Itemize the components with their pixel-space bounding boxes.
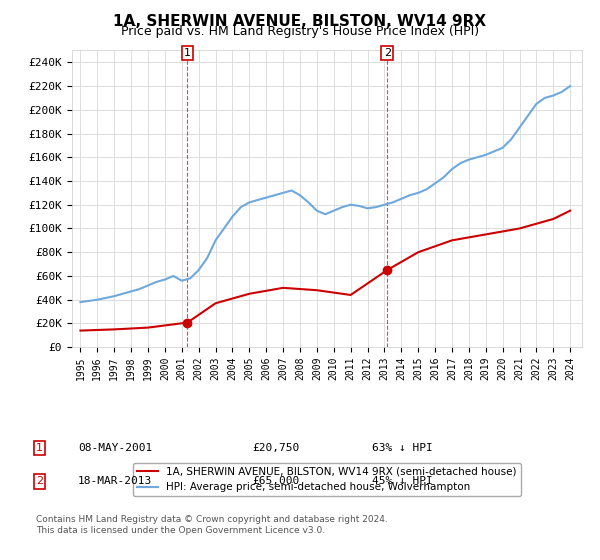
Text: 1: 1	[184, 48, 191, 58]
Text: 2: 2	[383, 48, 391, 58]
Text: Contains HM Land Registry data © Crown copyright and database right 2024.
This d: Contains HM Land Registry data © Crown c…	[36, 515, 388, 535]
Text: 18-MAR-2013: 18-MAR-2013	[78, 477, 152, 487]
Legend: 1A, SHERWIN AVENUE, BILSTON, WV14 9RX (semi-detached house), HPI: Average price,: 1A, SHERWIN AVENUE, BILSTON, WV14 9RX (s…	[133, 463, 521, 496]
Text: £20,750: £20,750	[252, 443, 299, 453]
Text: 45% ↓ HPI: 45% ↓ HPI	[372, 477, 433, 487]
Text: 1: 1	[36, 443, 43, 453]
Text: 1A, SHERWIN AVENUE, BILSTON, WV14 9RX: 1A, SHERWIN AVENUE, BILSTON, WV14 9RX	[113, 14, 487, 29]
Text: 08-MAY-2001: 08-MAY-2001	[78, 443, 152, 453]
Text: 63% ↓ HPI: 63% ↓ HPI	[372, 443, 433, 453]
Text: 2: 2	[36, 477, 43, 487]
Text: £65,000: £65,000	[252, 477, 299, 487]
Text: Price paid vs. HM Land Registry's House Price Index (HPI): Price paid vs. HM Land Registry's House …	[121, 25, 479, 38]
